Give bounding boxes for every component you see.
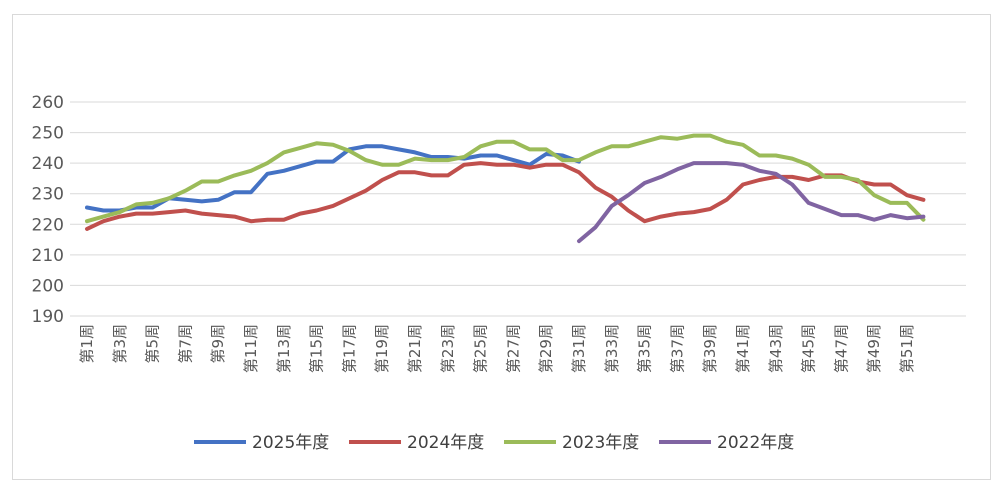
- x-tick-label: 第15周: [308, 324, 326, 373]
- x-tick-label: 第11周: [242, 324, 260, 373]
- x-tick-label: 第19周: [373, 324, 391, 373]
- y-tick-label: 210: [32, 246, 64, 266]
- series-line-3: [85, 133, 926, 224]
- x-tick-label: 第33周: [603, 324, 621, 373]
- x-tick-label: 第27周: [504, 324, 522, 373]
- legend: 2025年度 2024年度 2023年度 2022年度: [194, 433, 794, 453]
- y-axis-ticks: 190 200 210 220 230 240 250 260: [32, 93, 64, 327]
- x-tick-label: 第25周: [472, 324, 490, 373]
- y-tick-label: 220: [32, 215, 64, 235]
- x-axis-ticks: 第1周 第3周 第5周 第7周 第9周 第11周 第13周 第15周 第17周 第19周 第21周第…: [78, 324, 916, 373]
- x-tick-label: 第47周: [832, 324, 850, 373]
- series-lines: [85, 133, 926, 244]
- y-tick-label: 200: [32, 276, 64, 296]
- gridlines: [70, 101, 966, 317]
- x-tick-label: 第5周: [144, 324, 162, 364]
- y-tick-label: 190: [32, 307, 64, 327]
- x-tick-label: 第49周: [865, 324, 883, 373]
- y-tick-label: 240: [32, 154, 64, 174]
- y-tick-label: 230: [32, 185, 64, 205]
- y-tick-label: 250: [32, 124, 64, 144]
- y-tick-label: 260: [32, 93, 64, 113]
- x-tick-label: 第23周: [439, 324, 457, 373]
- legend-label: 2023年度: [562, 433, 639, 453]
- x-tick-label: 第13周: [275, 324, 293, 373]
- series-line-4: [577, 161, 926, 244]
- legend-label: 2022年度: [717, 433, 794, 453]
- x-tick-label: 第35周: [636, 324, 654, 373]
- x-tick-label: 第29周: [537, 324, 555, 373]
- x-tick-label: 第43周: [767, 324, 785, 373]
- x-tick-label: 第31周: [570, 324, 588, 373]
- series-line-2: [85, 161, 926, 231]
- x-tick-label: 第17周: [340, 324, 358, 373]
- legend-label: 2025年度: [252, 433, 329, 453]
- x-tick-label: 第3周: [111, 324, 129, 364]
- x-tick-label: 第7周: [176, 324, 194, 364]
- x-tick-label: 第37周: [668, 324, 686, 373]
- x-tick-label: 第39周: [701, 324, 719, 373]
- x-tick-label: 第51周: [898, 324, 916, 373]
- x-tick-label: 第1周: [78, 324, 96, 364]
- x-tick-label: 第41周: [734, 324, 752, 373]
- chart-frame: [12, 14, 991, 480]
- x-tick-label: 第21周: [406, 324, 424, 373]
- x-tick-label: 第9周: [209, 324, 227, 364]
- x-tick-label: 第45周: [800, 324, 818, 373]
- legend-label: 2024年度: [407, 433, 484, 453]
